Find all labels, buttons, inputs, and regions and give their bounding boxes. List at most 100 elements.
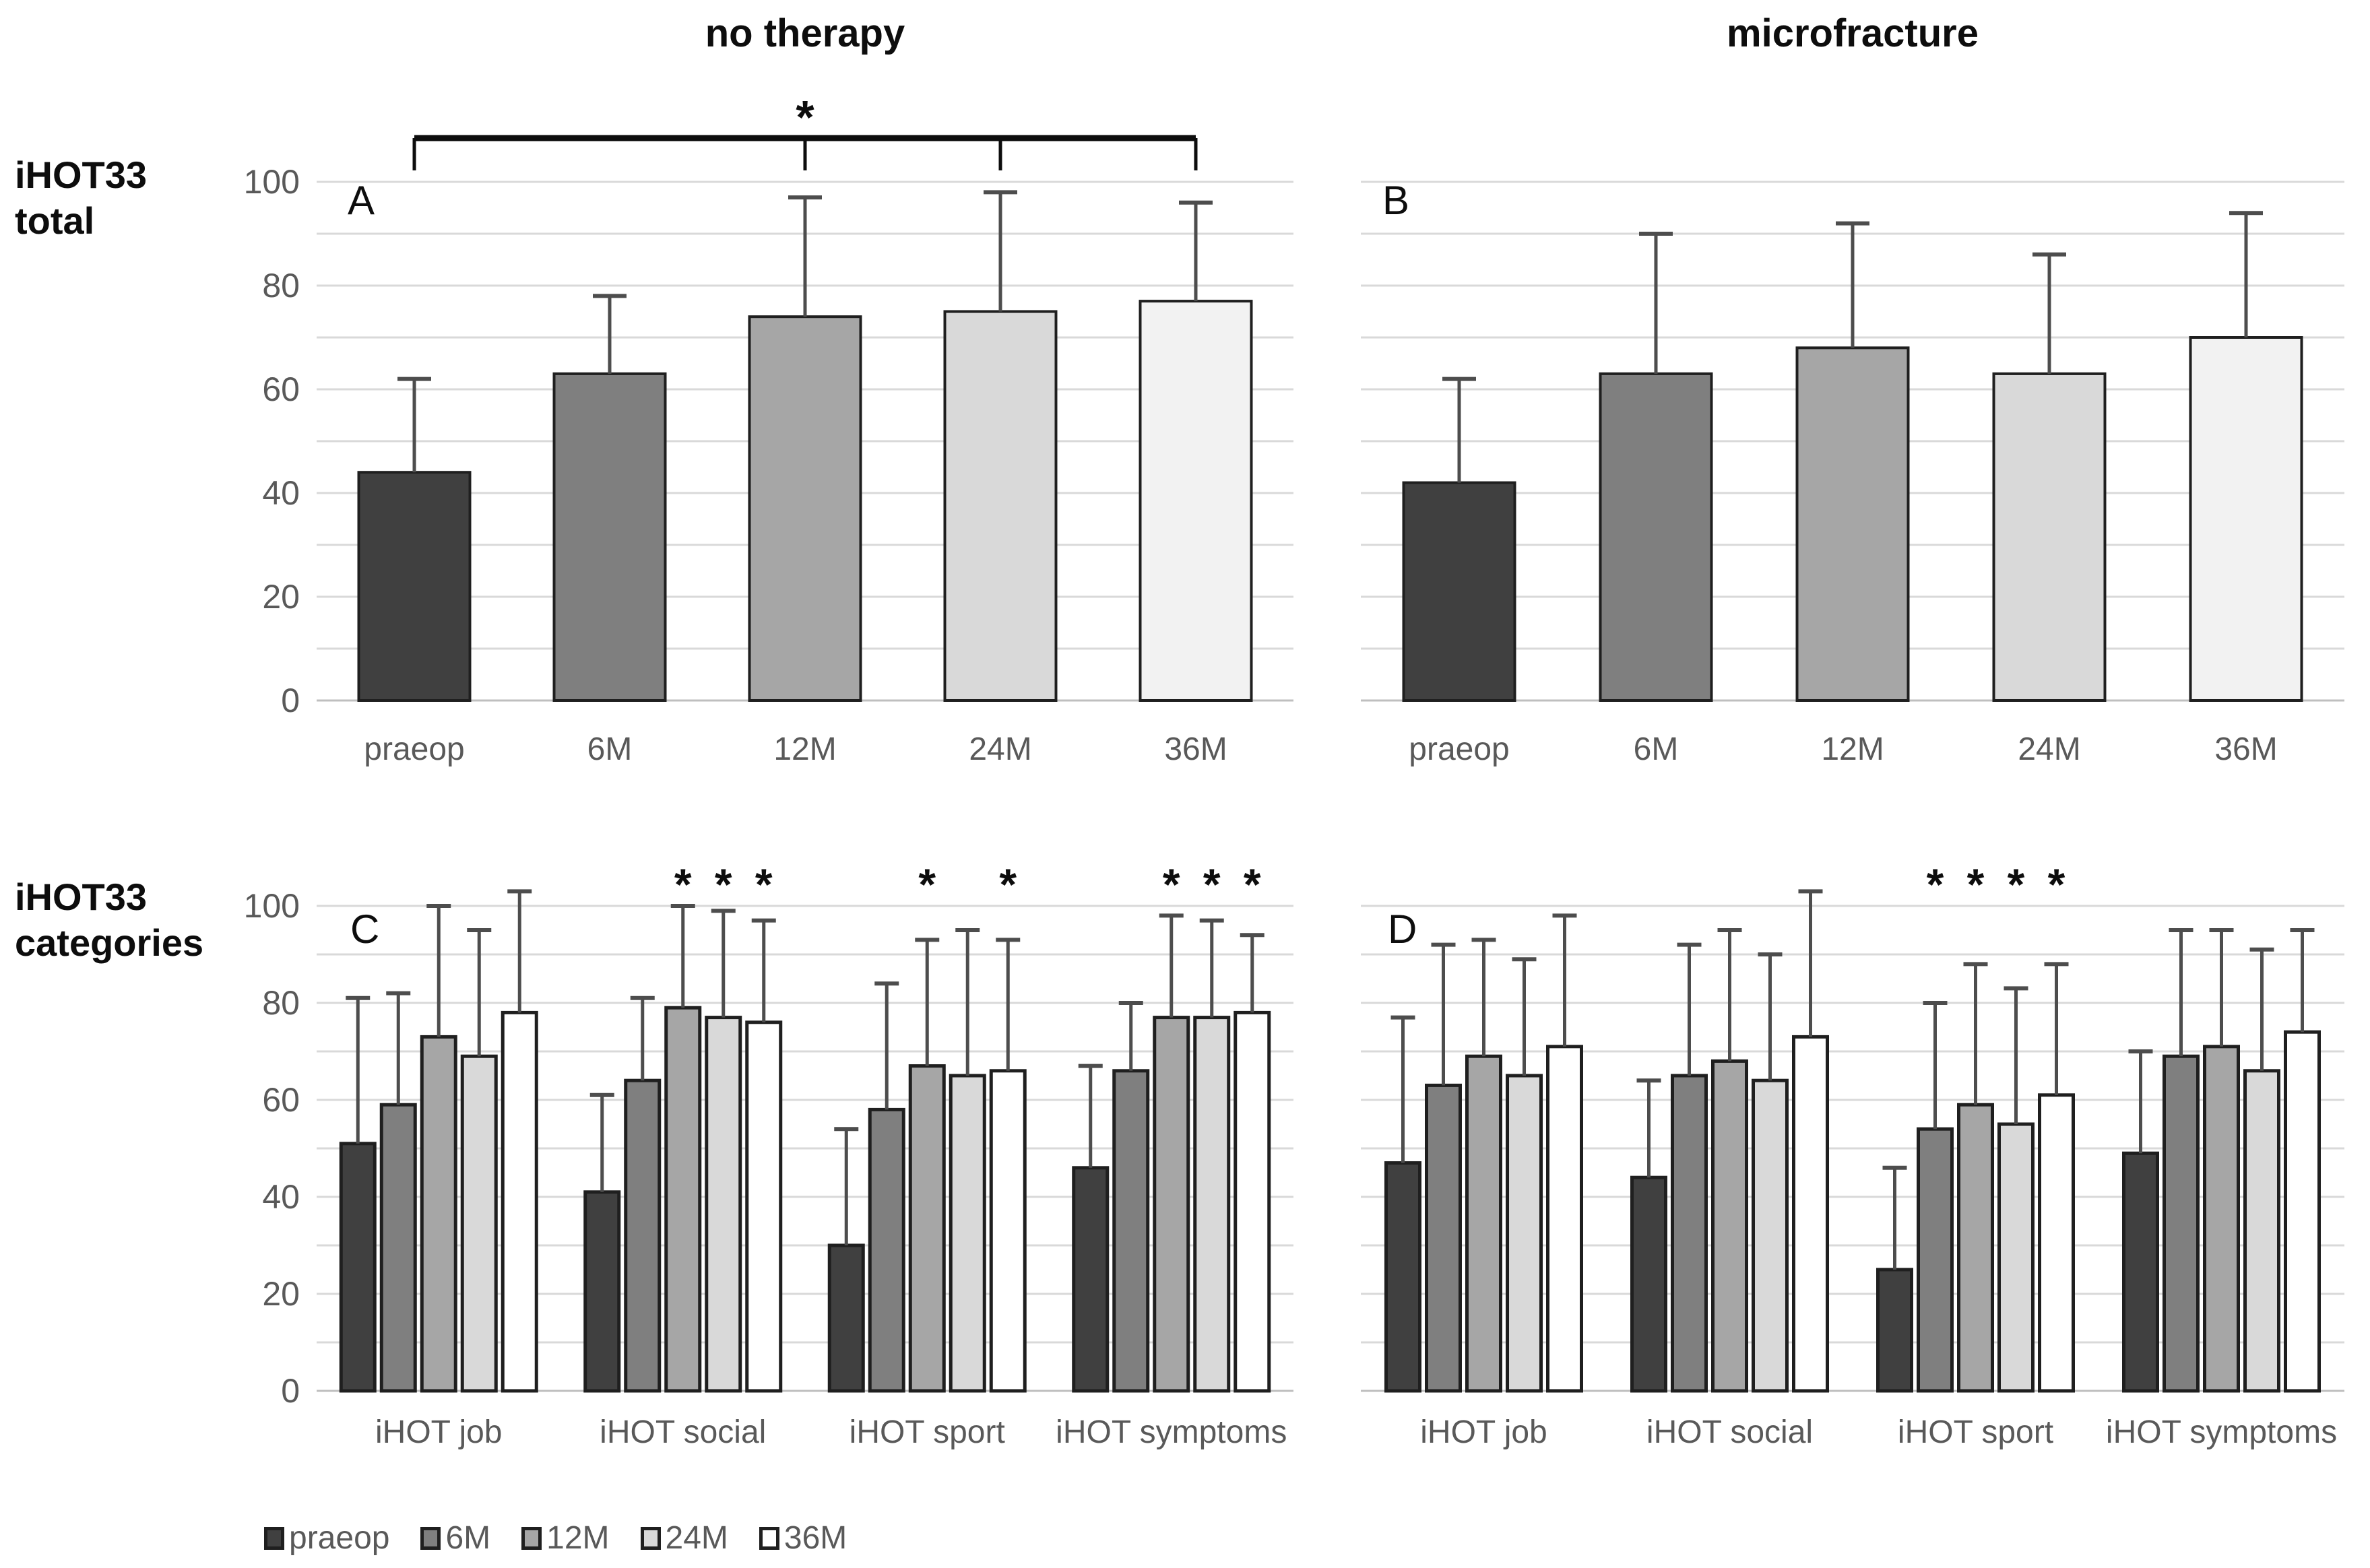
x-tick-label: 6M [1634,731,1679,767]
error-bar [2249,947,2274,1071]
error-bar [2128,1049,2153,1154]
x-tick-label: iHOT job [1420,1414,1547,1450]
legend-item-6m: 6M [420,1520,490,1557]
x-tick-label: iHOT symptoms [1056,1414,1287,1450]
error-bar [984,190,1017,312]
bar-24M [2243,1069,2280,1393]
y-tick-label: 60 [262,1081,300,1119]
bar-12M [1153,1016,1190,1393]
error-bar [711,909,736,1018]
error-bar [1836,221,1869,348]
x-tick-label: 36M [1164,731,1227,767]
error-bar [751,918,776,1022]
y-tick-label: 80 [262,267,300,304]
bar-6M [2163,1054,2200,1393]
error-bar [589,1092,614,1192]
bar-praeop [583,1190,621,1393]
x-tick-label: 6M [587,731,633,767]
x-tick-label: praeop [364,731,464,767]
x-tick-label: iHOT social [600,1414,766,1450]
row-label-line2: categories [15,921,204,965]
bar-36M [745,1020,783,1393]
bar-6M [1599,372,1713,703]
significance-star: * [796,91,814,143]
legend-swatch [521,1526,542,1550]
x-tick-label: 36M [2214,731,2277,767]
x-tick-label: iHOT job [375,1414,503,1450]
bar-praeop [1630,1175,1667,1393]
error-bar [1199,918,1224,1018]
panel-D: iHOT job iHOT social iHOT sport iHOT sympto… [1361,859,2344,1450]
bar-12M [1465,1054,1502,1393]
bar-6M [1917,1127,1954,1393]
bar-12M [664,1006,702,1393]
panel-C: 0 20 40 60 80 100 iHOT job iHOT social iHOT spor… [244,859,1293,1450]
bar-24M [1997,1122,2035,1393]
bar-12M [908,1064,946,1393]
error-bar [834,1127,859,1245]
error-bar [1179,200,1213,302]
row-label-ihot33-categories: iHOT33 categories [15,874,203,967]
error-bar [1552,913,1577,1047]
row-label-line1: iHOT33 [15,154,148,196]
x-tick-label: 24M [969,731,1031,767]
x-tick-label: iHOT sport [850,1414,1005,1450]
bar-praeop [357,471,472,702]
panel-letter-D: D [1388,907,1417,952]
error-bar [1390,1015,1415,1163]
bar-12M [1795,346,1910,702]
panel-A: 0 20 40 60 80 100 praeop 6M 12M 24M 36M A * [244,91,1293,767]
legend-label: 6M [445,1520,491,1556]
error-bar [2004,986,2028,1124]
y-tick-label: 0 [281,682,300,719]
legend-item-36m: 36M [759,1520,847,1557]
bar-praeop [1402,481,1516,702]
x-tick-label: iHOT sport [1898,1414,2053,1450]
error-bar [467,928,492,1057]
legend-swatch [264,1526,284,1550]
panel-letter-C: C [350,907,379,952]
significance-star: * [715,859,732,909]
bar-24M [943,310,1058,702]
row-label-line2: total [15,199,95,242]
error-bar [788,195,822,317]
y-tick-label: 0 [281,1372,300,1410]
error-bar [386,991,411,1105]
error-bar [397,377,431,473]
error-bar [1118,1001,1143,1071]
bar-6M [379,1103,417,1393]
bar-praeop [827,1243,865,1393]
significance-star: * [918,859,936,909]
bar-12M [2203,1045,2240,1393]
significance-star: * [2048,859,2065,909]
y-tick-label: 20 [262,578,300,616]
legend-swatch [420,1526,441,1550]
error-bar [1512,957,1537,1076]
legend-item-praeop: praeop [264,1520,389,1557]
y-tick-label: 100 [244,163,300,201]
significance-star: * [1163,859,1180,909]
x-tick-label: 12M [773,731,836,767]
row-label-ihot33-total: iHOT33 total [15,152,147,244]
significance-star: * [1927,859,1944,909]
error-bar [630,995,655,1081]
bar-6M [868,1107,905,1393]
error-bar [2032,252,2066,374]
significance-star: * [755,859,773,909]
x-tick-label: iHOT social [1646,1414,1813,1450]
bar-12M [420,1035,457,1393]
error-bar [1471,938,1496,1057]
legend-label: 12M [546,1520,610,1556]
error-bar [955,928,980,1076]
error-bar [1677,942,1702,1076]
legend-item-12m: 12M [521,1520,610,1557]
error-bar [1963,962,1988,1105]
error-bar [1798,889,1823,1037]
legend-item-24m: 24M [640,1520,728,1557]
error-bar [1442,377,1476,483]
y-tick-label: 80 [262,984,300,1022]
error-bar [915,938,940,1066]
bar-36M [989,1069,1027,1393]
significance-star: * [999,859,1017,909]
